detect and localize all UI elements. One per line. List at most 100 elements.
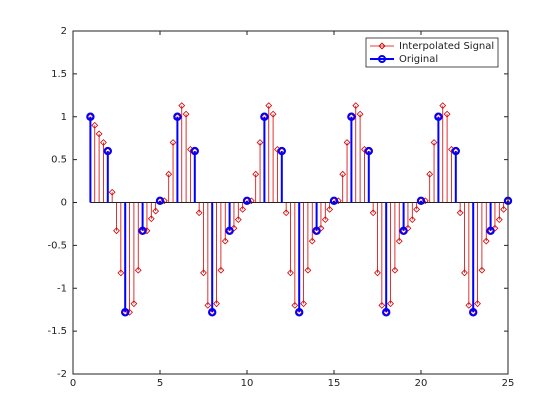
stem-marker — [369, 209, 377, 217]
legend — [365, 37, 499, 68]
stem-marker — [277, 146, 286, 156]
stem-marker — [190, 146, 200, 156]
stem-marker — [191, 147, 199, 155]
stem-marker — [100, 139, 107, 146]
stem-marker — [304, 266, 312, 274]
stem-marker — [221, 237, 229, 245]
stem-marker — [208, 308, 216, 316]
y-tick-label: -1.5 — [47, 326, 67, 337]
stem-marker — [139, 227, 146, 235]
stem-marker — [312, 226, 321, 235]
stem-marker — [321, 216, 329, 224]
stem-marker — [434, 112, 443, 121]
stem-marker — [226, 227, 233, 235]
stem-marker — [329, 196, 339, 205]
stem-marker — [204, 302, 212, 309]
stem-marker — [482, 237, 490, 245]
y-tick-label: -0.5 — [47, 240, 67, 251]
stem-marker — [91, 121, 99, 129]
stem-marker — [282, 209, 290, 217]
stem-marker — [395, 237, 403, 245]
stem-marker — [174, 113, 181, 121]
y-tick-label: 1.5 — [51, 69, 67, 80]
x-tick-label: 20 — [415, 378, 428, 389]
stem-marker — [456, 209, 464, 217]
stem-marker — [260, 112, 269, 121]
stem-marker — [269, 110, 277, 118]
y-tick-label: -1 — [57, 283, 67, 294]
stem-marker — [439, 102, 447, 109]
stem-marker — [326, 205, 334, 213]
y-tick-label: 1 — [61, 112, 67, 123]
stem-marker — [382, 308, 391, 317]
stem-marker — [117, 269, 125, 277]
stem-marker — [287, 269, 294, 277]
stem-marker — [413, 205, 421, 213]
stem-marker — [252, 170, 260, 178]
stem-marker — [374, 269, 381, 277]
stem-marker — [213, 300, 220, 308]
stem-marker — [113, 227, 120, 235]
legend-marker — [378, 55, 386, 63]
stem-marker — [278, 147, 286, 155]
stem-marker — [234, 216, 242, 224]
legend-label: Original — [399, 54, 438, 65]
stem-marker — [295, 308, 304, 317]
stem-marker — [465, 302, 473, 309]
stem-marker — [495, 216, 503, 224]
stem-marker — [400, 227, 407, 235]
stem-marker — [364, 146, 373, 156]
stem-marker — [430, 139, 438, 146]
stem-marker — [343, 139, 351, 146]
stem-marker — [103, 146, 113, 156]
x-tick-label: 15 — [328, 378, 341, 389]
stem-marker — [208, 308, 217, 317]
legend-marker — [378, 42, 386, 50]
stem-marker — [339, 170, 347, 178]
x-tick-label: 5 — [157, 378, 163, 389]
legend-label: Interpolated Signal — [399, 41, 494, 52]
stem-marker — [452, 147, 460, 155]
stem-marker — [225, 226, 234, 235]
stem-marker — [256, 139, 264, 146]
stem-marker — [169, 139, 177, 146]
stem-marker — [308, 237, 316, 245]
axes-box — [72, 30, 509, 375]
stem-marker — [486, 226, 495, 235]
stem-marker — [155, 196, 165, 205]
stem-marker — [487, 227, 494, 235]
stem-marker — [378, 302, 386, 309]
y-tick-label: 2 — [61, 26, 67, 37]
stem-marker — [474, 300, 481, 308]
stem-marker — [217, 266, 225, 274]
stem-marker — [195, 209, 203, 217]
stem-marker — [152, 207, 160, 215]
stem-marker — [451, 146, 460, 156]
y-tick-label: 0 — [61, 198, 67, 209]
stem-marker — [104, 147, 112, 155]
stem-marker — [86, 112, 95, 121]
stem-marker — [165, 170, 173, 178]
stem-marker — [391, 266, 399, 274]
stem-marker — [500, 205, 508, 213]
stem-marker — [121, 308, 130, 317]
stem-marker — [382, 308, 390, 316]
stem-marker — [426, 170, 434, 178]
stem-marker — [469, 308, 478, 317]
y-tick-label: 0.5 — [51, 155, 67, 166]
stem-marker — [348, 113, 355, 121]
stem-marker — [365, 147, 373, 155]
stem-marker — [408, 216, 416, 224]
stem-marker — [469, 308, 477, 316]
stem-marker — [108, 188, 116, 196]
stem-marker — [461, 269, 468, 277]
stem-marker — [478, 266, 486, 274]
stem-marker — [300, 300, 307, 308]
stem-marker — [347, 112, 356, 121]
stem-marker — [121, 308, 129, 316]
stem-marker — [87, 113, 94, 121]
stem-marker — [239, 205, 247, 213]
stem-marker — [443, 110, 451, 118]
